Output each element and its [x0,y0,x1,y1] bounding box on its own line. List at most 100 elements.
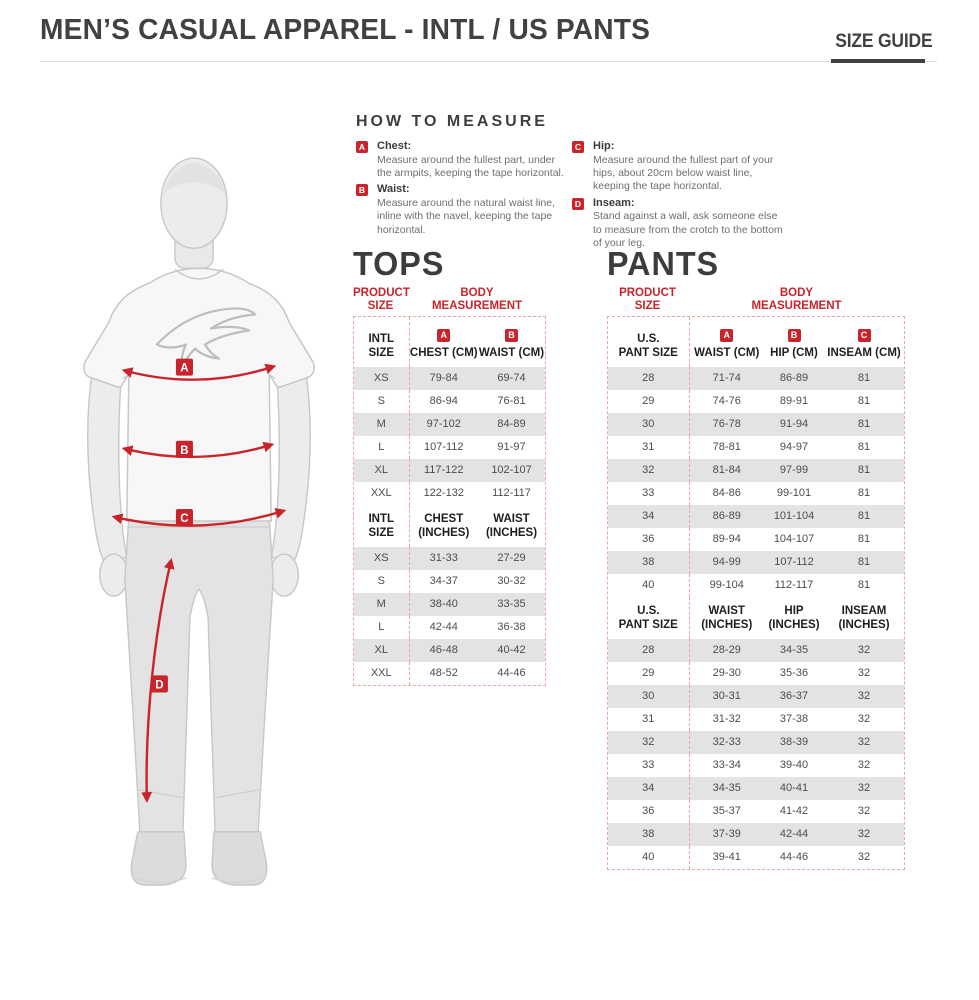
table-cell: 40 [608,845,690,869]
table-cell: 32 [857,667,871,680]
table-cell: 35-37 [712,805,741,818]
table-cell: 32-33 [712,736,741,749]
size-guide-tab[interactable]: SIZE GUIDE [831,31,937,63]
tops-cm-header-row: INTL SIZE A CHEST (CM) B WAIST (CM) [354,316,545,367]
table-row: 38 37-39 42-44 32 [608,822,904,846]
table-cell: 31 [608,435,690,459]
measure-item-description: Stand against a wall, ask someone else t… [593,210,783,250]
table-cell: 36-38 [497,621,526,634]
figure-shoes [130,831,268,886]
table-cell: 81 [857,441,871,454]
table-cell: 102-107 [491,464,532,477]
table-row: 40 99-104 112-117 81 [608,573,904,597]
marker-a-badge: A [356,141,368,153]
table-cell: 32 [857,713,871,726]
table-row: XS 79-84 69-74 [354,366,545,390]
table-cell: 39-41 [712,851,741,864]
table-cell: 34 [608,776,690,800]
table-cell: 32 [857,644,871,657]
table-cell: 32 [857,851,871,864]
table-row: 34 34-35 40-41 32 [608,776,904,800]
table-cell: 81 [857,372,871,385]
table-cell: 84-89 [497,418,526,431]
table-cell: 89-94 [712,533,741,546]
table-cell: 99-104 [709,579,744,592]
marker-c-badge: C [572,141,584,153]
table-cell: 27-29 [497,552,526,565]
table-cell: 32 [608,730,690,754]
table-row: 32 81-84 97-99 81 [608,458,904,482]
table-row: XL 117-122 102-107 [354,458,545,482]
table-cell: L [354,435,410,459]
marker-a-badge: A [437,328,451,342]
column-header-waist-inches: WAIST (INCHES) [701,605,753,631]
table-cell: 29-30 [712,667,741,680]
table-cell: 107-112 [423,441,464,454]
table-row: 30 76-78 91-94 81 [608,412,904,436]
table-cell: XL [354,638,410,662]
column-header-size: INTL SIZE [354,316,410,367]
measure-item-description: Measure around the fullest part of your … [593,153,774,193]
table-cell: 34-35 [779,644,809,657]
table-cell: 122-132 [423,487,464,500]
tops-section: TOPS PRODUCT SIZE BODY MEASUREMENT INTL SIZ… [353,246,546,686]
table-row: L 107-112 91-97 [354,435,545,459]
column-header-hip-inches: HIP (INCHES) [768,605,820,631]
table-cell: 29 [608,389,690,413]
column-header-chest-cm: A CHEST (CM) [409,328,478,359]
pants-heading: PANTS [607,245,720,282]
marker-b-label: B [180,445,188,457]
table-cell: 89-91 [779,395,809,408]
marker-c-label: C [180,513,188,525]
column-header-chest-inches: CHEST (INCHES) [418,513,470,539]
chest-measure-arrow [121,363,277,381]
table-cell: 33-34 [712,759,741,772]
table-row: 29 74-76 89-91 81 [608,389,904,413]
table-cell: 104-107 [773,533,815,546]
measure-item-description: Measure around the natural waist line, i… [377,197,556,236]
table-row: 34 86-89 101-104 81 [608,504,904,528]
table-cell: 76-81 [497,395,526,408]
table-row: S 34-37 30-32 [354,569,545,593]
measure-item-name: Inseam: [593,196,635,209]
table-cell: 37-38 [779,713,809,726]
measure-item-name: Waist: [377,183,410,196]
how-to-measure-column-left: A Chest: Measure around the fullest part… [356,140,564,240]
table-cell: XL [354,458,410,482]
table-row: XXL 48-52 44-46 [354,661,545,685]
table-cell: 30-32 [497,575,526,588]
table-cell: 34-35 [712,782,741,795]
table-cell: 32 [857,782,871,795]
table-row: 36 89-94 104-107 81 [608,527,904,551]
table-cell: 31-33 [429,552,458,565]
table-row: 28 28-29 34-35 32 [608,638,904,662]
table-cell: 101-104 [773,510,815,523]
table-cell: 28 [608,638,690,662]
table-cell: 99-101 [776,487,812,500]
table-cell: 32 [857,690,871,703]
table-cell: 94-99 [712,556,741,569]
table-row: XXL 122-132 112-117 [354,481,545,505]
measure-item-name: Chest: [377,140,412,152]
table-cell: 37-39 [712,828,741,841]
product-size-label: PRODUCT SIZE [353,287,410,312]
figure-head [160,157,228,270]
measure-item-name: Hip: [593,140,615,152]
table-cell: 79-84 [429,372,458,385]
table-row: M 97-102 84-89 [354,412,545,436]
table-cell: 44-46 [497,667,526,680]
marker-d-label: D [155,679,163,691]
table-cell: 86-89 [779,372,809,385]
measure-item-waist: B Waist: Measure around the natural wais… [356,183,564,237]
table-row: 28 71-74 86-89 81 [608,366,904,390]
marker-a-label: A [180,363,189,375]
table-cell: 30 [608,412,690,436]
measurement-labels: A B C D [150,358,193,693]
table-cell: 28-29 [712,644,741,657]
marker-b-badge: B [505,328,518,342]
measure-item-description: Measure around the fullest part, under t… [377,153,564,180]
table-cell: XS [354,366,410,390]
measure-item-inseam: D Inseam: Stand against a wall, ask some… [572,197,786,251]
size-guide-tab-underline [831,59,926,63]
